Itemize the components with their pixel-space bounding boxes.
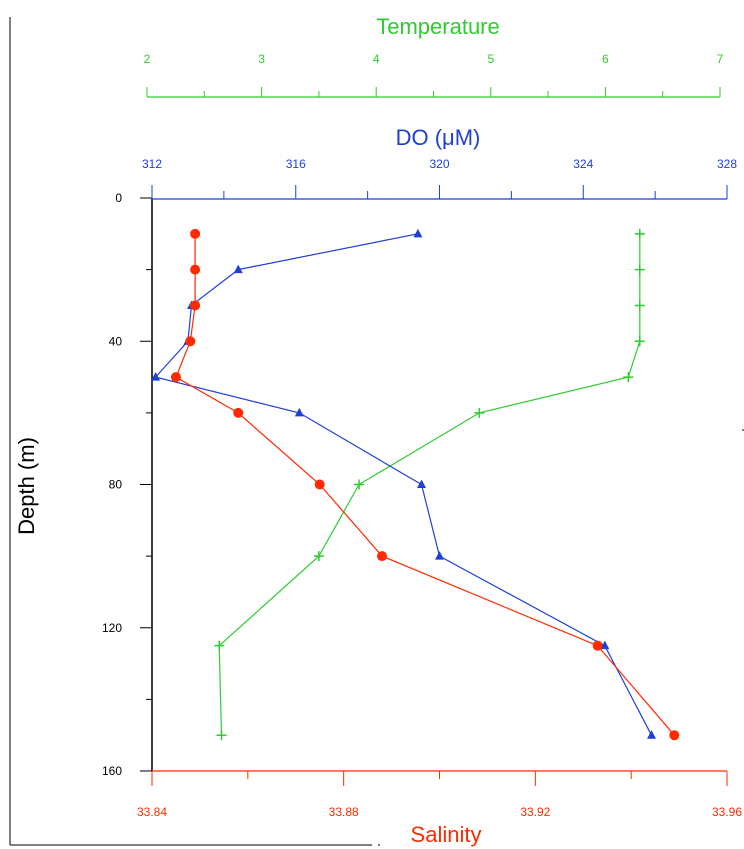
salinity-data-point	[314, 479, 325, 490]
salinity-data-point	[669, 730, 680, 741]
depth-tick-label: 40	[109, 334, 123, 348]
temperature-data-point	[474, 407, 485, 418]
do-data-point	[413, 228, 423, 238]
salinity-data-point	[190, 228, 201, 239]
salinity-tick-label: 33.88	[329, 805, 359, 819]
do-data-point	[151, 372, 161, 381]
depth-tick-label: 80	[109, 478, 123, 492]
temperature-series-line	[218, 233, 641, 736]
temperature-data-point	[634, 264, 645, 275]
depth-tick-label: 120	[102, 621, 122, 635]
salinity-data-point	[377, 551, 387, 562]
temperature-data-point	[634, 228, 645, 239]
temperature-data-point	[634, 300, 645, 311]
salinity-data-point	[185, 336, 196, 347]
do-data-point	[435, 551, 444, 560]
depth-tick-label: 160	[102, 764, 122, 778]
temperature-tick-label: 6	[602, 52, 609, 66]
salinity-tick-label: 33.92	[520, 805, 550, 819]
temperature-tick-label: 7	[717, 52, 724, 66]
temperature-data-point	[623, 372, 634, 383]
depth-axis-title: Depth (m)	[14, 437, 39, 535]
salinity-tick-label: 33.96	[712, 805, 742, 819]
do-axis-title: DO (μM)	[396, 125, 481, 150]
do-data-point	[417, 479, 427, 488]
temperature-tick-label: 4	[373, 52, 380, 66]
do-tick-label: 312	[142, 157, 162, 171]
salinity-data-point	[233, 407, 244, 418]
do-tick-label: 328	[717, 157, 737, 171]
do-tick-label: 320	[429, 157, 449, 171]
do-data-point	[233, 264, 243, 274]
salinity-data-point	[190, 264, 201, 275]
salinity-series-line	[175, 233, 675, 736]
temperature-data-point	[214, 640, 225, 651]
temperature-data-point	[634, 336, 645, 347]
temperature-tick-label: 3	[258, 52, 265, 66]
axes-layer: 0 40 80 120 160 2 3 4 5 6 7 312 316 320 324 328 33.84 33.…	[102, 52, 742, 819]
temperature-axis-title: Temperature	[376, 14, 500, 39]
temperature-tick-label: 5	[487, 52, 494, 66]
do-series-line	[154, 233, 653, 736]
temperature-tick-label: 2	[144, 52, 151, 66]
series-layer	[151, 228, 680, 741]
do-data-point	[294, 407, 304, 417]
temperature-data-point	[216, 730, 227, 741]
temperature-data-point	[313, 551, 324, 562]
temperature-data-point	[354, 479, 365, 490]
salinity-data-point	[190, 300, 201, 311]
salinity-data-point	[592, 640, 603, 651]
do-data-point	[647, 730, 657, 739]
salinity-tick-label: 33.84	[137, 805, 167, 819]
salinity-axis-title: Salinity	[411, 822, 482, 847]
salinity-data-point	[170, 372, 181, 383]
do-tick-label: 324	[573, 157, 593, 171]
do-tick-label: 316	[286, 157, 306, 171]
do-data-point	[600, 640, 610, 650]
depth-tick-label: 0	[115, 191, 122, 205]
